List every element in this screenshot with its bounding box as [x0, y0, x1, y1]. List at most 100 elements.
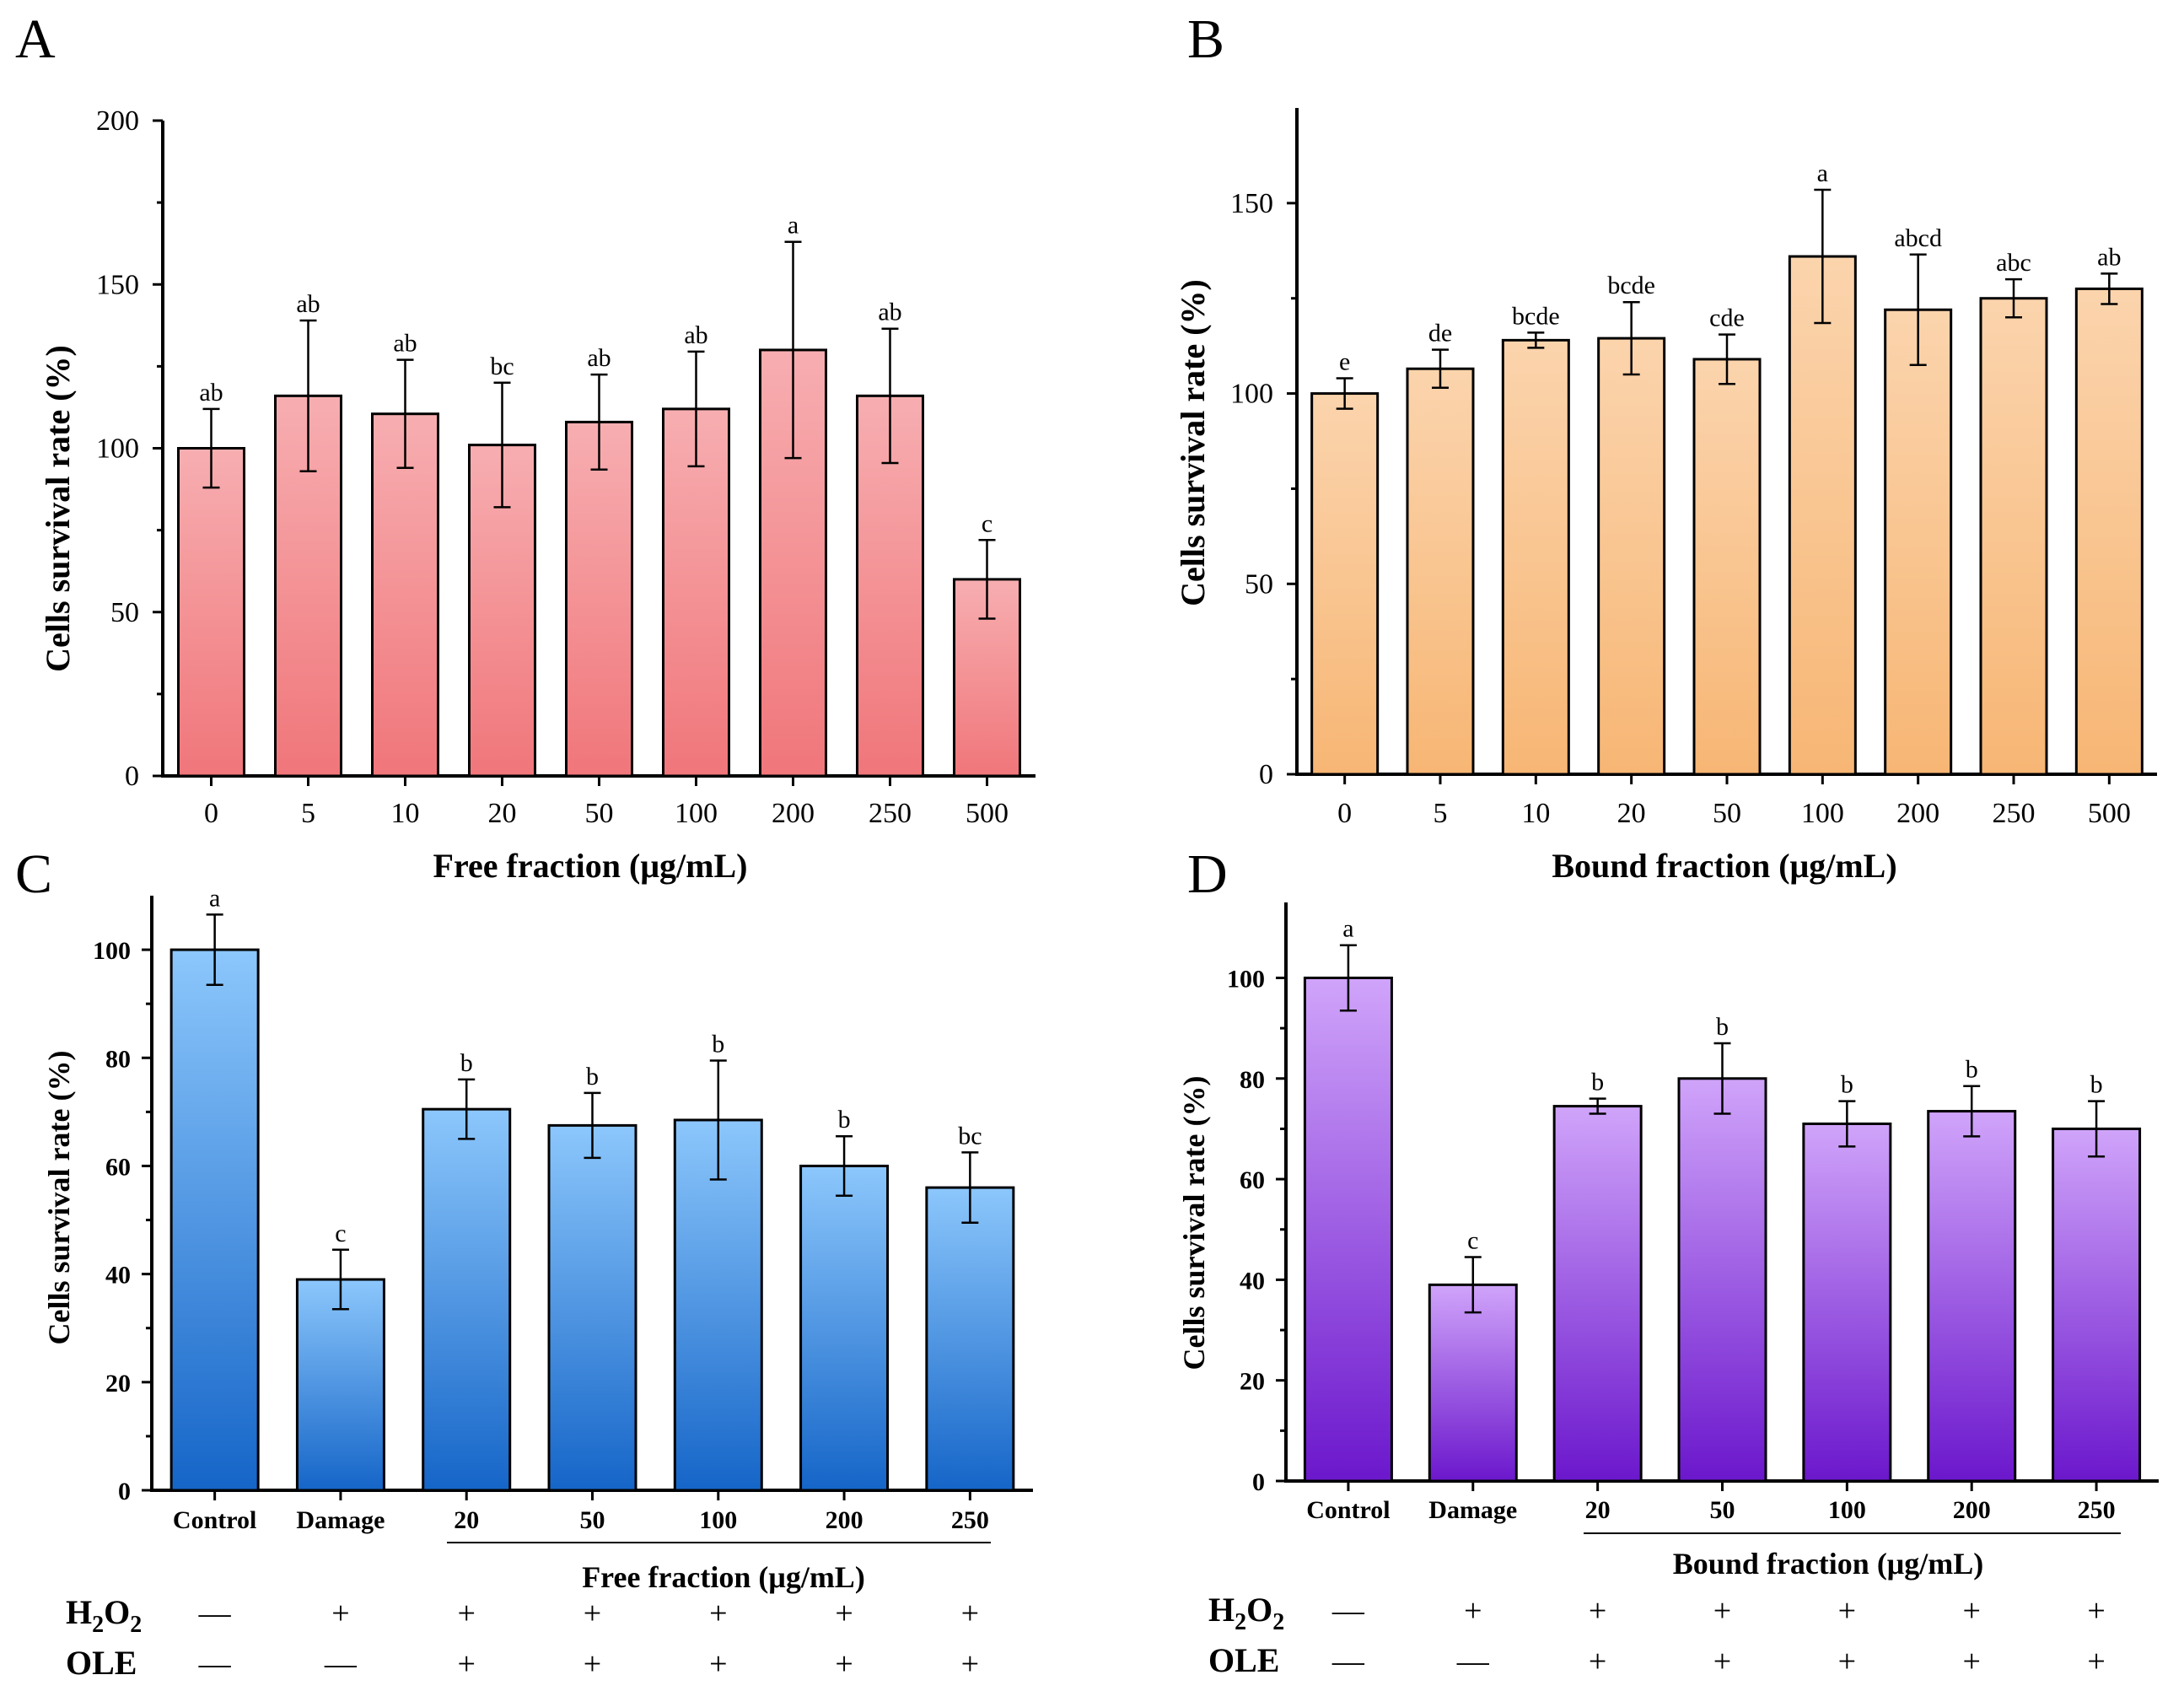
panel-b-bar-100: [1788, 255, 1857, 776]
panel-a-letter: A: [15, 8, 56, 70]
panel-d-x-axis-title: Bound fraction (μg/mL): [1673, 1547, 1983, 1581]
panel-b-letter: B: [1187, 8, 1224, 70]
panel-c-y-axis-title: Cells survival rate (%): [42, 1051, 76, 1345]
panel-b-category-label: 5: [1434, 798, 1448, 829]
panel-a-category-label: 50: [585, 798, 614, 829]
panel-a: A Cells survival rate (%) Free fraction …: [15, 8, 1036, 885]
panel-a-category-label: 500: [966, 798, 1009, 829]
panel-d-category-label: 50: [1710, 1496, 1735, 1524]
panel-c-treatment-sign: +: [835, 1646, 853, 1682]
panel-a-significance-label: a: [788, 212, 799, 240]
panel-c-significance-label: b: [586, 1063, 599, 1091]
panel-b-bar-50: [1692, 358, 1762, 776]
panel-a-significance-label: ab: [296, 290, 320, 318]
panel-b-category-label: 100: [1801, 798, 1844, 829]
panel-b-category-label: 200: [1896, 798, 1939, 829]
panel-a-bar-0: [177, 447, 245, 778]
panel-c-significance-label: b: [712, 1030, 724, 1058]
panel-d-y-tick-label: 20: [1240, 1368, 1265, 1396]
panel-c-treatment-label-h2o2: H2O2: [66, 1593, 142, 1638]
panel-d-significance-label: b: [2090, 1071, 2103, 1099]
panel-b: B Cells survival rate (%) Bound fraction…: [1174, 8, 2157, 885]
panel-d-treatment-label-h2o2: H2O2: [1208, 1591, 1284, 1635]
panel-a-category-label: 0: [204, 798, 218, 829]
panel-c-category-label: Control: [173, 1506, 256, 1534]
panel-b-bar-5: [1406, 367, 1475, 776]
panel-b-category-label: 10: [1521, 798, 1550, 829]
panel-b-bar-20: [1597, 337, 1666, 776]
panel-a-significance-label: ab: [587, 344, 611, 372]
panel-d-category-label: 200: [1953, 1496, 1991, 1524]
panel-b-bar-200: [1884, 308, 1953, 776]
panel-b-category-label: 0: [1337, 798, 1352, 829]
panel-a-y-tick-label: 100: [96, 434, 139, 465]
panel-d-bar-250: [2052, 1127, 2142, 1483]
panel-b-bar-500: [2074, 287, 2144, 776]
panel-a-y-axis-title: Cells survival rate (%): [39, 345, 77, 672]
panel-d-significance-label: b: [1716, 1013, 1729, 1041]
panel-b-significance-label: e: [1339, 348, 1350, 376]
panel-b-bar-250: [1979, 297, 2048, 776]
panel-c: C Cells survival rate (%) Free fraction …: [15, 843, 1033, 1682]
panel-a-y-tick-label: 200: [96, 105, 139, 137]
panel-c-treatment-sign: +: [709, 1646, 727, 1682]
panel-b-significance-label: bcde: [1607, 272, 1655, 299]
panel-a-y-tick-label: 0: [125, 761, 139, 792]
panel-d-bar-control: [1303, 976, 1393, 1483]
panel-a-significance-label: ab: [878, 299, 901, 326]
panel-a-category-label: 200: [772, 798, 815, 829]
panel-a-category-label: 20: [488, 798, 517, 829]
panel-c-treatment-sign: —: [198, 1596, 232, 1631]
panel-d-bar-200: [1927, 1110, 2017, 1483]
panel-a-category-label: 10: [391, 798, 420, 829]
panel-c-bar-control: [169, 948, 260, 1492]
panel-d-bar-20: [1552, 1105, 1643, 1483]
panel-c-category-label: 250: [951, 1506, 989, 1534]
panel-b-significance-label: bcde: [1512, 302, 1560, 330]
panel-a-significance-label: ab: [199, 379, 223, 407]
panel-b-significance-label: ab: [2097, 243, 2121, 271]
panel-c-significance-label: c: [335, 1220, 346, 1247]
panel-b-bar-0: [1310, 392, 1380, 776]
panel-b-significance-label: cde: [1709, 304, 1745, 332]
panel-d-treatment-sign: —: [1331, 1593, 1365, 1629]
panel-c-category-label: 20: [454, 1506, 479, 1534]
panel-b-category-label: 250: [1993, 798, 2036, 829]
panel-c-treatment-sign: +: [961, 1596, 979, 1631]
panel-a-x-axis-title: Free fraction (μg/mL): [433, 847, 748, 885]
panel-d-treatment-sign: —: [1456, 1644, 1490, 1679]
panel-d-category-label: 100: [1828, 1496, 1866, 1524]
panel-c-bar-50: [547, 1123, 637, 1492]
panel-b-category-label: 20: [1617, 798, 1646, 829]
panel-c-treatment-sign: +: [961, 1646, 979, 1682]
panel-c-y-tick-label: 60: [105, 1153, 131, 1181]
panel-b-category-label: 50: [1713, 798, 1741, 829]
panel-d-category-label: Damage: [1428, 1496, 1517, 1524]
panel-d-y-tick-label: 100: [1227, 965, 1265, 993]
panel-c-y-tick-label: 100: [93, 937, 131, 965]
panel-d-treatment-sign: +: [2087, 1593, 2105, 1629]
panel-d-treatment-sign: +: [1713, 1644, 1731, 1679]
panel-c-significance-label: b: [460, 1049, 473, 1077]
panel-a-bar-50: [565, 420, 633, 778]
panel-c-treatment-label-ole: OLE: [66, 1644, 137, 1682]
panel-c-category-label: 200: [826, 1506, 863, 1534]
panel-c-category-label: 50: [580, 1506, 605, 1534]
panel-c-bar-damage: [295, 1278, 385, 1492]
panel-c-significance-label: b: [838, 1106, 851, 1134]
panel-d-treatment-sign: +: [1962, 1593, 1980, 1629]
panel-a-significance-label: bc: [490, 353, 514, 380]
panel-c-treatment-sign: —: [324, 1646, 358, 1682]
panel-c-y-tick-label: 0: [118, 1478, 131, 1505]
panel-a-category-label: 5: [301, 798, 315, 829]
panel-d-treatment-sign: +: [1838, 1644, 1856, 1679]
panel-c-category-label: 100: [699, 1506, 737, 1534]
panel-d-bar-damage: [1428, 1283, 1518, 1483]
panel-a-y-tick-label: 150: [96, 269, 139, 300]
panel-b-y-tick-label: 150: [1230, 188, 1273, 219]
panel-c-bar-20: [422, 1107, 512, 1492]
panel-d-bar-100: [1802, 1122, 1892, 1483]
panel-c-significance-label: a: [209, 884, 220, 912]
panel-d-significance-label: a: [1342, 915, 1353, 943]
panel-c-treatment-sign: +: [331, 1596, 349, 1631]
